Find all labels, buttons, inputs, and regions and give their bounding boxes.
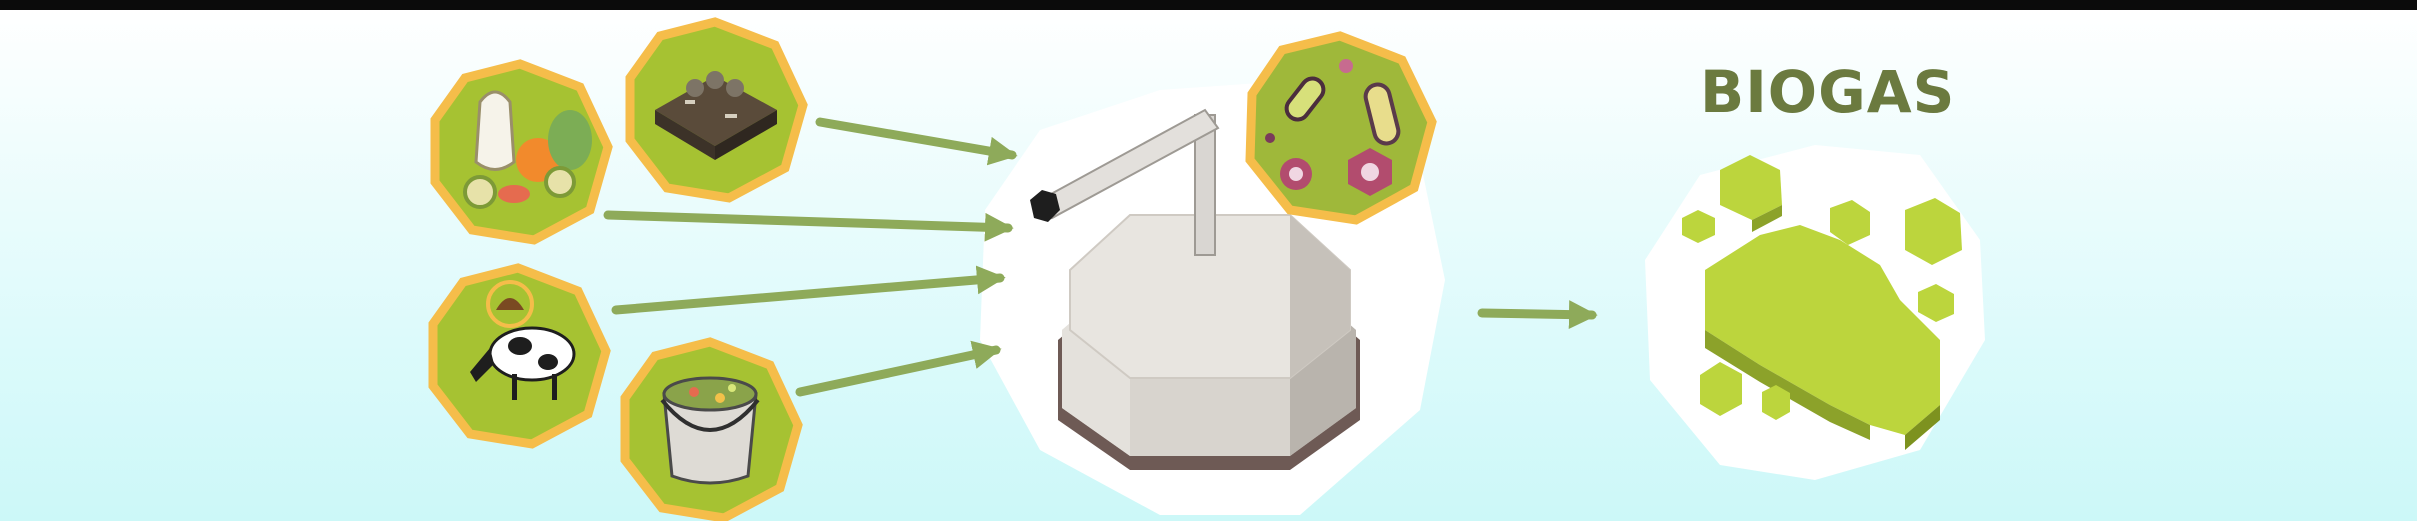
biogas-title: BIOGAS (1700, 58, 1956, 126)
diagram-artwork (428, 17, 1985, 521)
arrow-bucket (795, 340, 1002, 397)
arrow-sewage (815, 117, 1018, 166)
input-arrows (603, 117, 1598, 397)
digester-tank-icon (1030, 108, 1360, 470)
gas-cloud-icon (1682, 155, 1962, 450)
cow-manure-icon (428, 263, 611, 449)
sewage-sludge-icon (625, 17, 808, 203)
slurry-bucket-icon (620, 337, 803, 521)
arrow-manure (611, 265, 1006, 315)
pipe-outlet (1030, 190, 1060, 222)
arrow-output (1477, 300, 1598, 329)
bacteria-icon (1245, 31, 1437, 225)
arrow-food-waste (603, 210, 1014, 242)
food-waste-icon (430, 59, 613, 245)
